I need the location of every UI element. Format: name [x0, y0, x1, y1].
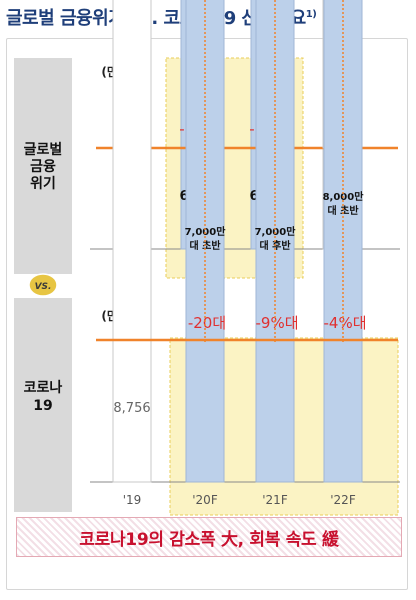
- value-label: 7,000만: [255, 225, 297, 238]
- panel-label-box: [14, 58, 72, 274]
- panel-label-line: 19: [33, 398, 52, 414]
- panel-label-line: 코로나: [24, 380, 63, 396]
- category-label: '20F: [192, 493, 218, 507]
- change-label: -20대: [188, 314, 226, 332]
- value-label: 8,756: [113, 401, 150, 416]
- change-label: -9%대: [255, 314, 298, 332]
- panel-label-line: 금융: [30, 159, 56, 175]
- bar: [112, 0, 152, 483]
- panel-label-line: 글로벌: [24, 141, 63, 158]
- value-label: 대 초반: [327, 204, 359, 217]
- title-footnote: 1): [305, 9, 317, 20]
- vs-label: VS.: [35, 282, 52, 292]
- conclusion-text: 코로나19의 감소폭 大, 회복 속도 緩: [79, 529, 339, 550]
- vs-badge: [28, 273, 58, 297]
- category-label: '19: [123, 493, 142, 507]
- category-label: '21F: [262, 493, 288, 507]
- panel-label-box: [14, 298, 72, 512]
- conclusion-banner: 코로나19의 감소폭 大, 회복 속도 緩: [16, 517, 402, 557]
- panel-label-line: 위기: [30, 176, 56, 192]
- change-label: -4%대: [323, 314, 366, 332]
- page-title: 글로벌 금융위기 vs. 코로나19 산업수요1): [6, 8, 317, 29]
- category-label: '22F: [330, 493, 356, 507]
- value-label: 7,000만: [185, 225, 227, 238]
